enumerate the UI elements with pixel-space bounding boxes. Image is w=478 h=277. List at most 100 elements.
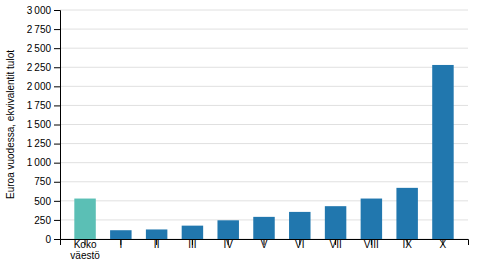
y-tick: 2 000 <box>27 81 60 92</box>
y-tick: 1 250 <box>27 138 60 149</box>
bars <box>74 65 453 239</box>
y-tick: 1 500 <box>27 119 60 130</box>
y-tick-mark <box>54 67 60 68</box>
y-tick-mark <box>54 29 60 30</box>
x-tick-label: V <box>261 239 268 250</box>
x-tick-label-line: VIII <box>364 239 379 250</box>
x-tick-label: II <box>154 239 160 250</box>
x-tick-label-line: V <box>261 239 268 250</box>
y-tick-label: 1 500 <box>27 119 52 130</box>
x-axis: KokoväestöIIIIIIIVVVIVIIVIIIIXX <box>61 239 469 261</box>
x-tick: III <box>188 239 196 250</box>
y-tick: 2 500 <box>27 43 60 54</box>
x-tick-label: III <box>188 239 196 250</box>
y-tick-mark <box>54 239 60 240</box>
y-tick-label: 1 750 <box>27 100 52 111</box>
y-tick-mark <box>54 144 60 145</box>
x-tick-label-line: VI <box>295 239 304 250</box>
y-tick-label: 250 <box>34 215 51 226</box>
plot: 0 250 500 750 1 000 1 250 1 500 1 750 2 000 2 250… <box>27 5 469 261</box>
x-tick: VI <box>295 239 304 250</box>
grid-line <box>60 86 468 87</box>
y-tick: 1 000 <box>27 157 60 168</box>
bar <box>253 217 274 239</box>
y-tick: 500 <box>34 196 60 207</box>
y-axis-line <box>54 11 61 240</box>
y-tick: 0 <box>45 234 60 245</box>
grid-line <box>60 181 468 182</box>
bar <box>110 230 131 239</box>
x-tick-label-line: I <box>119 239 122 250</box>
grid-line <box>60 67 468 68</box>
y-axis-title: Euroa vuodessa, ekvivalentit tulot <box>5 50 16 199</box>
y-tick-label: 2 250 <box>27 62 52 73</box>
x-tick-label-line: Koko <box>74 239 97 250</box>
y-tick-mark <box>54 105 60 106</box>
y-tick: 3 000 <box>27 5 60 16</box>
x-tick-label: VII <box>329 239 341 250</box>
bar <box>325 206 346 239</box>
grid-line <box>60 10 468 11</box>
x-tick-label: IV <box>223 239 233 250</box>
y-tick-mark <box>54 182 60 183</box>
x-tick: VII <box>329 239 341 250</box>
y-tick: 2 250 <box>27 62 60 73</box>
bar <box>289 212 310 239</box>
x-tick: X <box>440 239 447 250</box>
bar <box>74 199 95 239</box>
x-tick: VIII <box>364 239 379 250</box>
y-tick: 250 <box>34 215 60 226</box>
x-tick: IX <box>402 239 412 250</box>
grid-line <box>60 162 468 163</box>
y-tick-mark <box>54 86 60 87</box>
x-tick-label: IX <box>402 239 412 250</box>
chart: 0 250 500 750 1 000 1 250 1 500 1 750 2 000 2 250… <box>0 0 478 277</box>
x-tick-label: X <box>440 239 447 250</box>
y-axis: 0 250 500 750 1 000 1 250 1 500 1 750 2 000 2 250… <box>27 5 61 245</box>
y-tick-label: 2 500 <box>27 43 52 54</box>
bar <box>361 199 382 239</box>
y-tick-mark <box>54 125 60 126</box>
grid-line <box>60 48 468 49</box>
x-tick-label-line: IX <box>402 239 412 250</box>
x-tick-label-line: VII <box>329 239 341 250</box>
y-tick: 750 <box>34 176 60 187</box>
x-tick-label: VI <box>295 239 304 250</box>
y-tick-label: 1 000 <box>27 157 52 168</box>
y-tick-mark <box>54 201 60 202</box>
y-tick-mark <box>54 163 60 164</box>
y-tick-label: 0 <box>45 234 51 245</box>
y-tick: 2 750 <box>27 24 60 35</box>
bar <box>182 226 203 239</box>
grid-line <box>60 105 468 106</box>
grid-line <box>60 29 468 30</box>
x-tick: Kokoväestö <box>70 239 100 261</box>
x-tick: I <box>119 239 122 250</box>
x-tick-label-line: väestö <box>70 250 100 261</box>
bar <box>146 229 167 239</box>
x-tick-label-line: IV <box>223 239 233 250</box>
y-tick: 1 750 <box>27 100 60 111</box>
x-tick: V <box>261 239 268 250</box>
bar <box>432 65 453 239</box>
x-tick-label-line: III <box>188 239 196 250</box>
y-tick-mark <box>54 48 60 49</box>
y-tick-mark <box>54 10 60 11</box>
y-tick-label: 500 <box>34 196 51 207</box>
y-tick-label: 3 000 <box>27 5 52 16</box>
y-tick-label: 1 250 <box>27 138 52 149</box>
x-tick: IV <box>223 239 233 250</box>
grid <box>60 10 468 239</box>
bar <box>396 188 417 239</box>
x-tick-label: I <box>119 239 122 250</box>
y-tick-label: 2 000 <box>27 81 52 92</box>
grid-line <box>60 143 468 144</box>
grid-line <box>60 124 468 125</box>
x-tick-label-line: II <box>154 239 160 250</box>
x-tick-label-line: X <box>440 239 447 250</box>
y-tick-mark <box>54 220 60 221</box>
x-tick-label: Kokoväestö <box>70 239 100 261</box>
y-tick-label: 750 <box>34 176 51 187</box>
x-tick-label: VIII <box>364 239 379 250</box>
bar <box>217 220 238 239</box>
